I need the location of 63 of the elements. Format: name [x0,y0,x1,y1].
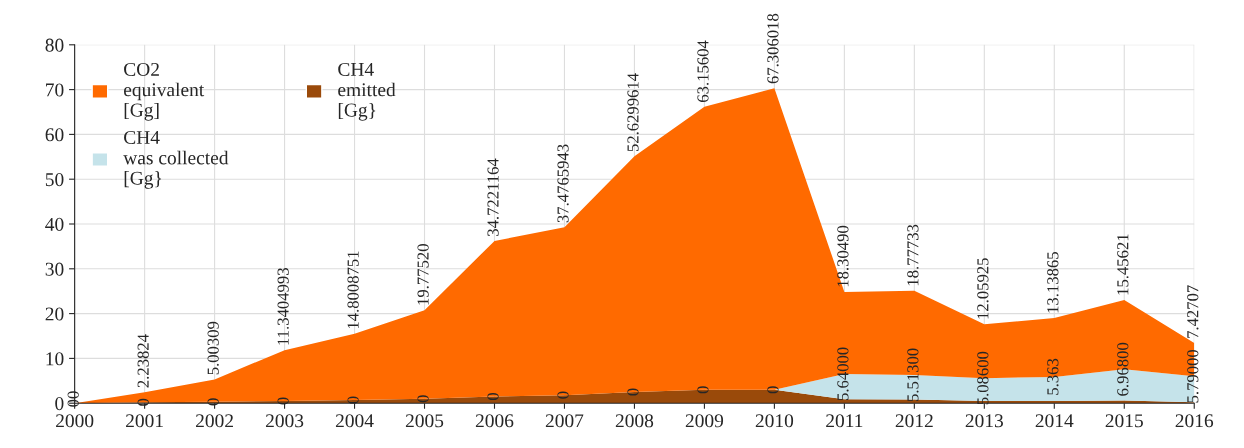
x-tick-label: 2004 [335,414,374,428]
data-label: 5.64000 [837,347,849,401]
y-tick-label: 20 [45,307,64,321]
data-label: 0 [627,388,639,396]
data-label: 52.6299614 [627,73,639,152]
legend-label: CH4 was collected [Gg} [123,130,229,189]
data-label: 0 [767,386,779,394]
x-tick-label: 2015 [1105,414,1143,428]
y-tick-label: 60 [45,128,64,142]
data-label: 0 [137,398,149,406]
y-tick-label: 70 [46,83,64,97]
x-tick-label: 2006 [475,414,514,428]
data-label: 5.00309 [207,321,219,375]
x-tick-label: 2005 [405,414,444,428]
data-label: 5.08600 [977,351,989,405]
x-tick-label: 2007 [545,414,584,428]
data-label: 14.8008751 [347,251,359,329]
data-label: 5.363 [1047,358,1059,395]
y-tick-label: 80 [45,38,64,52]
x-tick-label: 2012 [895,414,933,428]
data-label: 5.79000 [1187,349,1199,403]
y-tick-label: 40 [45,217,64,231]
data-label: 19.77520 [417,244,429,305]
data-label: 0 [347,396,359,404]
data-label: 6.96800 [1117,342,1129,396]
x-tick-label: 2014 [1035,414,1074,428]
x-tick-label: 2010 [755,414,794,428]
y-tick-label: 0 [55,397,64,411]
data-label: 18.77733 [907,224,919,286]
data-label: 0 [557,391,569,399]
x-tick-label: 2001 [126,414,163,428]
data-label: 11.3404993 [277,268,289,345]
y-tick-label: 50 [45,173,64,187]
data-label: 34.7221164 [487,158,499,236]
data-label: 0 [67,391,79,399]
y-tick-label: 30 [45,262,64,276]
data-label: 0 [697,386,709,394]
data-label: 63.15604 [697,40,709,102]
legend-label: CO2 equivalent [Gg] [124,62,205,121]
x-tick-label: 2008 [615,414,654,428]
data-label: 2.23824 [137,334,149,388]
data-label: 5.51300 [907,348,919,402]
data-label: 12.05925 [977,258,989,319]
data-label: 15.45621 [1117,234,1129,295]
data-label: 0 [207,398,219,406]
data-label: 7.42707 [1187,285,1199,338]
x-tick-label: 2009 [685,414,724,428]
data-label: 67.306018 [767,13,779,84]
x-tick-label: 2013 [965,414,1003,428]
data-label: 0 [487,392,499,401]
x-tick-label: 2002 [196,414,233,428]
data-label: 0 [67,399,79,407]
data-label: 37.4765943 [557,144,569,223]
data-label: 13.13865 [1047,252,1059,313]
legend-label: CH4 emitted [Gg} [338,62,396,121]
y-tick-label: 10 [46,352,64,366]
x-tick-label: 2003 [265,414,304,428]
x-tick-label: 2016 [1175,414,1214,428]
data-label: 0 [277,397,289,405]
data-label: 18.30490 [837,225,849,287]
data-label: 0 [417,395,429,403]
x-tick-label: 2011 [826,414,863,428]
x-tick-label: 2000 [56,414,94,428]
